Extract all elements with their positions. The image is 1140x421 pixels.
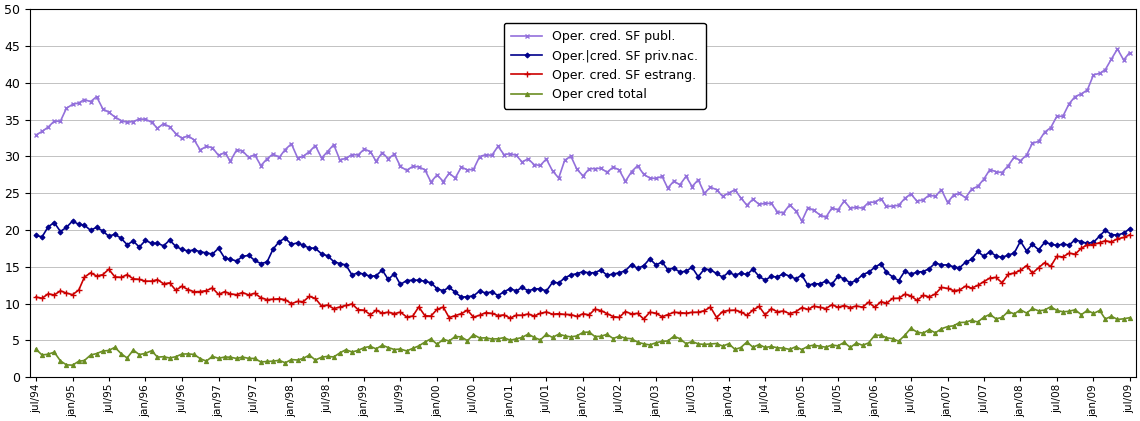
Line: Oper.|cred. SF priv.nac.: Oper.|cred. SF priv.nac. bbox=[33, 232, 1133, 322]
Oper. cred. SF estrang. bbox=[339, 347, 352, 352]
Oper.|cred. SF priv.nac. bbox=[552, 311, 565, 316]
Oper. cred. SF publ. bbox=[28, 233, 42, 238]
Oper cred total bbox=[28, 133, 42, 138]
Oper. cred. SF publ. bbox=[947, 264, 961, 269]
Oper. cred. SF publ. bbox=[570, 271, 584, 276]
Oper cred total bbox=[194, 147, 207, 152]
Legend: Oper. cred. SF publ., Oper.|cred. SF priv.nac., Oper. cred. SF estrang., Oper cr: Oper. cred. SF publ., Oper.|cred. SF pri… bbox=[504, 23, 706, 109]
Oper. cred. SF estrang. bbox=[940, 324, 954, 329]
Oper.|cred. SF priv.nac. bbox=[333, 304, 347, 309]
Oper. cred. SF estrang. bbox=[28, 346, 42, 352]
Line: Oper. cred. SF estrang.: Oper. cred. SF estrang. bbox=[34, 305, 1132, 367]
Oper.|cred. SF priv.nac. bbox=[557, 312, 571, 317]
Oper. cred. SF estrang. bbox=[564, 334, 578, 339]
Oper cred total bbox=[333, 157, 347, 163]
Oper cred total bbox=[552, 176, 565, 181]
Oper. cred. SF publ. bbox=[127, 239, 140, 244]
Oper. cred. SF estrang. bbox=[66, 362, 80, 368]
Oper cred total bbox=[120, 120, 133, 125]
Oper.|cred. SF priv.nac. bbox=[1123, 232, 1137, 237]
Line: Oper. cred. SF publ.: Oper. cred. SF publ. bbox=[34, 219, 1131, 299]
Oper cred total bbox=[1110, 46, 1124, 51]
Oper. cred. SF publ. bbox=[1123, 226, 1137, 232]
Oper cred total bbox=[1123, 50, 1137, 55]
Oper.|cred. SF priv.nac. bbox=[940, 286, 954, 291]
Oper. cred. SF estrang. bbox=[1044, 304, 1058, 309]
Oper. cred. SF publ. bbox=[66, 218, 80, 224]
Oper. cred. SF estrang. bbox=[1123, 315, 1137, 320]
Oper cred total bbox=[940, 200, 954, 205]
Oper.|cred. SF priv.nac. bbox=[194, 289, 207, 294]
Oper.|cred. SF priv.nac. bbox=[637, 317, 651, 322]
Oper. cred. SF estrang. bbox=[127, 347, 140, 352]
Oper cred total bbox=[557, 158, 571, 163]
Oper. cred. SF publ. bbox=[339, 262, 352, 267]
Oper.|cred. SF priv.nac. bbox=[28, 295, 42, 300]
Oper. cred. SF estrang. bbox=[200, 359, 213, 364]
Oper. cred. SF estrang. bbox=[557, 333, 571, 338]
Oper cred total bbox=[795, 218, 808, 224]
Oper. cred. SF publ. bbox=[455, 295, 469, 300]
Line: Oper cred total: Oper cred total bbox=[33, 47, 1132, 224]
Oper. cred. SF publ. bbox=[564, 272, 578, 277]
Oper. cred. SF publ. bbox=[200, 250, 213, 256]
Oper.|cred. SF priv.nac. bbox=[120, 272, 133, 277]
